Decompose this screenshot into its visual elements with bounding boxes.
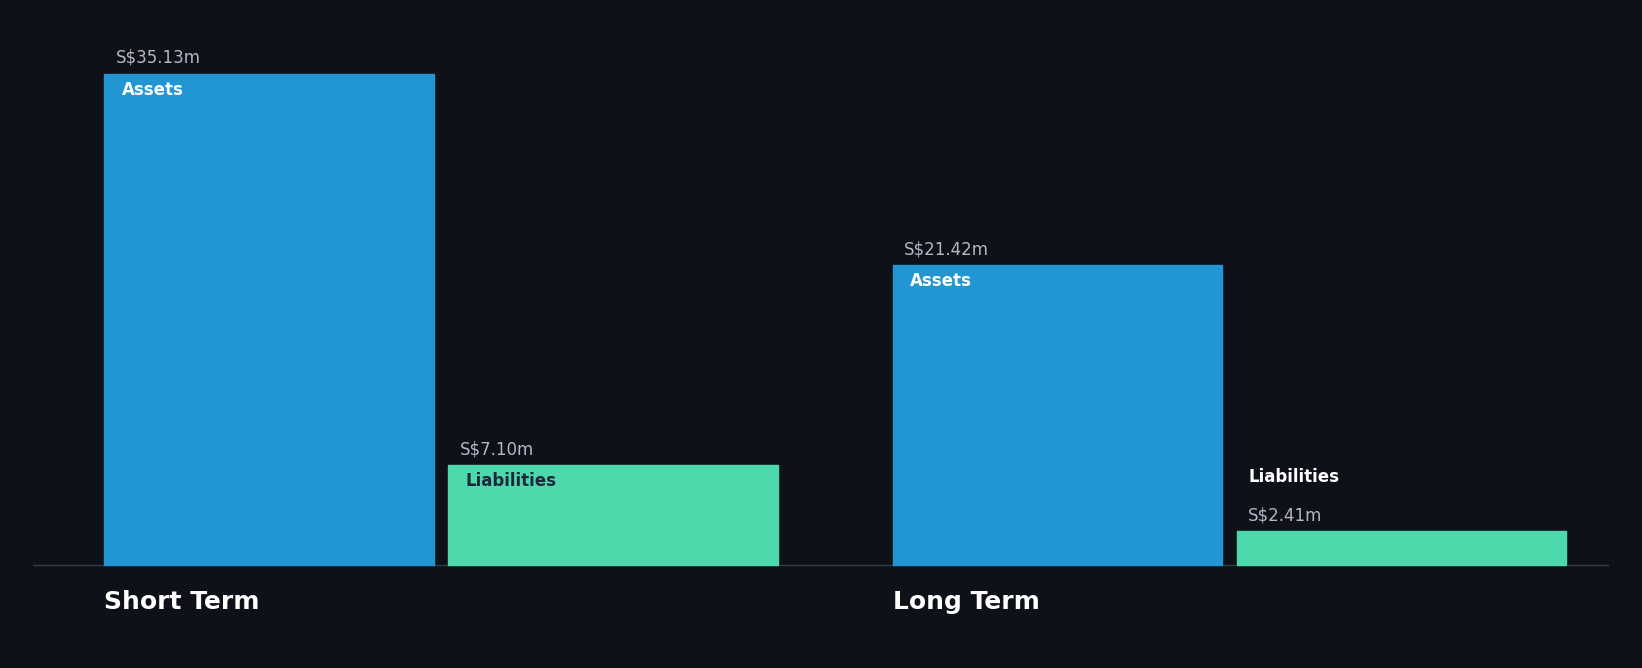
- Bar: [1236, 531, 1566, 564]
- Text: Liabilities: Liabilities: [1248, 468, 1338, 486]
- Bar: [448, 466, 778, 564]
- Text: S$2.41m: S$2.41m: [1248, 506, 1322, 524]
- Bar: [893, 265, 1222, 564]
- Text: S$35.13m: S$35.13m: [117, 49, 200, 67]
- Text: S$7.10m: S$7.10m: [460, 440, 534, 458]
- Text: Liabilities: Liabilities: [466, 472, 557, 490]
- Text: Long Term: Long Term: [893, 590, 1039, 614]
- Text: Assets: Assets: [122, 81, 184, 98]
- Text: Short Term: Short Term: [105, 590, 259, 614]
- Text: S$21.42m: S$21.42m: [905, 240, 988, 259]
- Text: Assets: Assets: [910, 272, 972, 290]
- Bar: [105, 73, 433, 564]
